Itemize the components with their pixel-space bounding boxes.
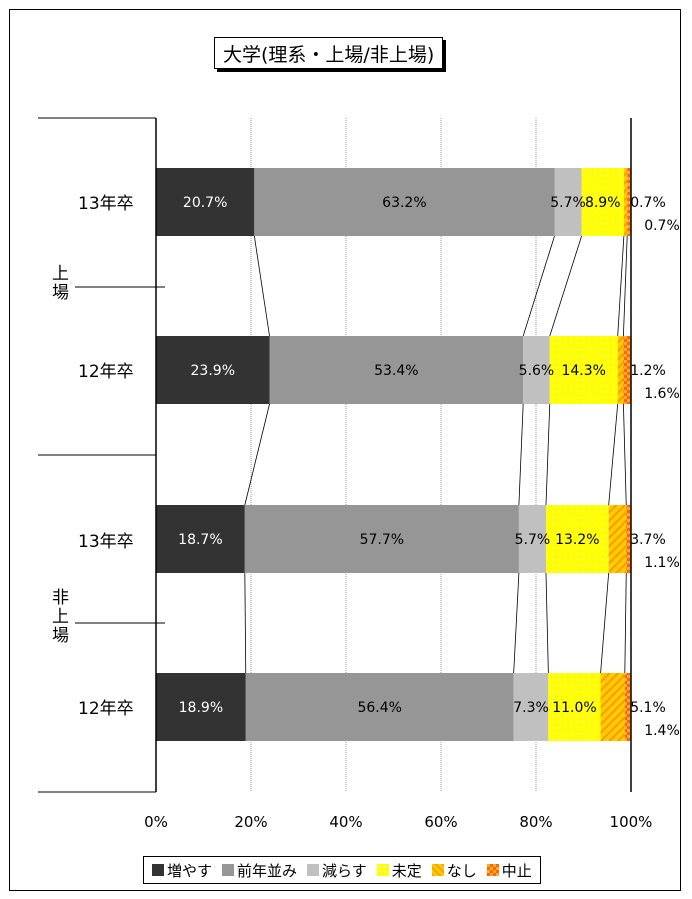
x-tick-label: 20% <box>234 813 267 831</box>
bar-segment <box>608 505 627 573</box>
data-label: 8.9% <box>585 195 621 211</box>
bar-segment <box>518 505 546 573</box>
series-line <box>244 572 247 674</box>
x-tick-label: 100% <box>610 813 653 831</box>
data-label: 11.0% <box>552 700 596 716</box>
series-line <box>617 235 625 337</box>
data-label: 14.3% <box>561 363 605 379</box>
data-label: 1.1% <box>644 555 680 571</box>
legend-label: 前年並み <box>237 861 298 880</box>
series-line <box>513 572 520 674</box>
data-label: 3.7% <box>630 532 666 548</box>
series-line <box>253 235 270 337</box>
data-label: 53.4% <box>374 363 418 379</box>
data-label: 56.4% <box>357 700 401 716</box>
bar-segment <box>617 336 624 404</box>
bar-segment <box>269 336 524 404</box>
data-label: 0.7% <box>644 218 680 234</box>
legend-item: 未定 <box>376 860 422 881</box>
category-label-unlisted-13: 13年卒 <box>78 532 134 552</box>
data-label: 5.1% <box>630 700 666 716</box>
series-line <box>545 572 549 674</box>
data-label: 57.7% <box>360 532 404 548</box>
bar-segment <box>623 336 631 404</box>
data-label: 20.7% <box>183 195 227 211</box>
bar-segment <box>581 168 624 236</box>
data-label: 1.4% <box>644 723 680 739</box>
legend-item: 中止 <box>486 860 532 881</box>
category-label-unlisted-12: 12年卒 <box>78 699 134 719</box>
legend-label: 減らす <box>322 861 367 880</box>
category-label-listed-13: 13年卒 <box>78 194 134 214</box>
series-line <box>549 235 582 337</box>
series-line <box>600 572 610 674</box>
bar-segment <box>554 168 582 236</box>
series-line <box>623 235 628 337</box>
legend-label: 未定 <box>391 861 422 880</box>
x-tick-label: 60% <box>424 813 457 831</box>
bar-segment <box>156 673 246 741</box>
data-label: 5.7% <box>550 195 586 211</box>
bar-segment <box>626 505 632 573</box>
bar-segment <box>549 336 618 404</box>
legend-item: 増やす <box>152 860 212 881</box>
data-label: 23.9% <box>191 363 235 379</box>
legend-label: なし <box>446 861 477 880</box>
legend-label: 中止 <box>501 861 532 880</box>
x-tick-label: 0% <box>144 813 168 831</box>
series-line <box>624 572 627 674</box>
data-label: 0.7% <box>630 195 666 211</box>
x-tick-label: 80% <box>519 813 552 831</box>
legend-swatch <box>222 864 235 876</box>
legend-item: 減らす <box>307 860 367 881</box>
legend-swatch <box>431 864 444 876</box>
bar-segment <box>513 673 549 741</box>
bar-segment <box>600 673 625 741</box>
data-label: 63.2% <box>382 195 426 211</box>
series-line <box>244 403 270 506</box>
data-label: 18.9% <box>179 700 223 716</box>
legend-swatch <box>307 864 320 876</box>
legend-swatch <box>152 864 164 876</box>
legend-item: なし <box>431 860 477 881</box>
bar-segment <box>627 168 631 236</box>
bar-segment <box>623 168 628 236</box>
bar-segment <box>156 336 270 404</box>
chart-frame <box>9 9 681 891</box>
data-label: 13.2% <box>555 532 599 548</box>
bar-segment <box>244 505 519 573</box>
legend-label: 増やす <box>167 861 213 880</box>
group-label-listed: 上場 <box>48 264 68 302</box>
chart-title: 大学(理系・上場/非上場) <box>214 37 444 69</box>
bar-segment <box>548 673 601 741</box>
data-label: 1.2% <box>630 363 666 379</box>
data-label: 18.7% <box>178 532 222 548</box>
x-tick-label: 40% <box>329 813 362 831</box>
bar-segment <box>624 673 632 741</box>
legend-item: 前年並み <box>222 860 297 881</box>
bar-segment <box>156 168 255 236</box>
series-line <box>522 235 555 337</box>
series-line <box>608 403 619 506</box>
category-label-listed-12: 12年卒 <box>78 362 134 382</box>
legend-swatch <box>486 864 499 876</box>
bar-segment <box>545 505 609 573</box>
chart-title-text: 大学(理系・上場/非上場) <box>223 43 435 66</box>
series-line <box>518 403 524 506</box>
group-label-unlisted: 非上場 <box>48 588 68 645</box>
bar-segment <box>523 336 550 404</box>
data-label: 5.7% <box>515 532 551 548</box>
bar-segment <box>156 505 245 573</box>
series-line <box>623 403 627 506</box>
series-line <box>545 403 551 506</box>
legend-swatch <box>376 864 389 876</box>
data-label: 7.3% <box>513 700 549 716</box>
bar-segment <box>245 673 514 741</box>
data-label: 1.6% <box>644 386 680 402</box>
data-label: 5.6% <box>519 363 555 379</box>
bar-segment <box>254 168 555 236</box>
chart-legend: 増やす 前年並み 減らす 未定 なし 中止 <box>143 856 541 884</box>
